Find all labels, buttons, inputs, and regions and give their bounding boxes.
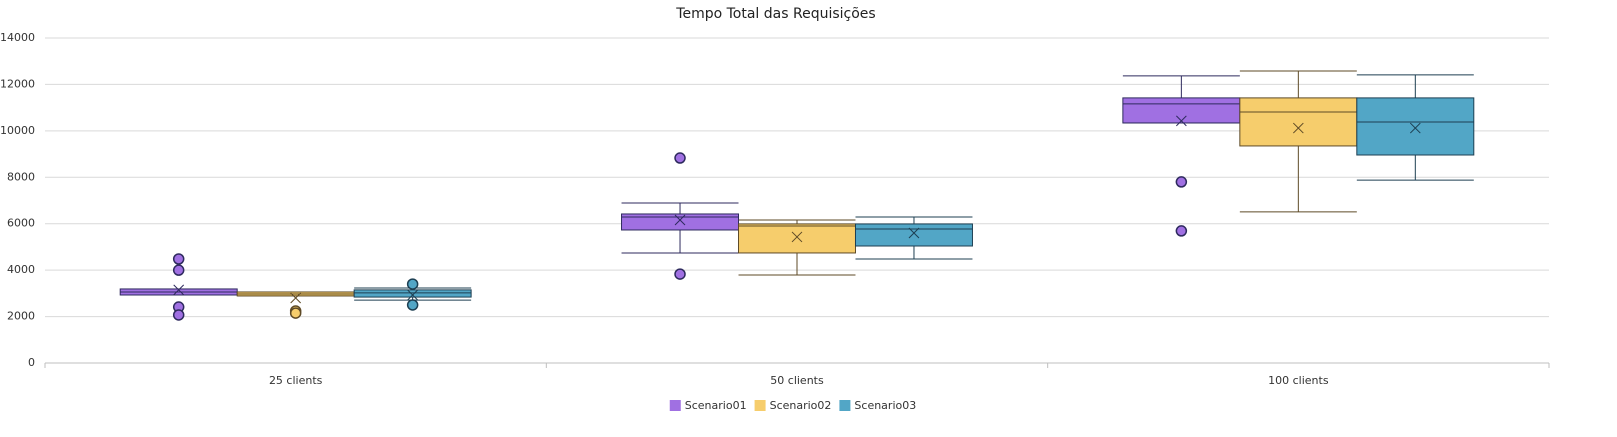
x-tick-label: 25 clients [269,374,323,387]
y-tick-label: 8000 [7,170,35,183]
x-tick-label: 50 clients [770,374,824,387]
outlier [674,152,686,164]
legend-swatch [839,400,851,411]
outlier [406,299,419,311]
y-tick-label: 6000 [7,217,35,230]
chart-title: Tempo Total das Requisições [675,6,875,22]
y-tick-label: 0 [28,356,35,369]
box [1356,97,1475,156]
box [1239,97,1358,147]
legend-swatch [754,400,766,411]
legend-label: Scenario02 [770,399,832,412]
outlier [172,264,185,276]
box [1122,97,1241,124]
legend-label: Scenario03 [854,399,916,412]
box-group [621,152,740,280]
box [854,223,973,247]
box-group [738,219,856,276]
mean-marker [1176,115,1187,127]
box [353,289,472,298]
legend: Scenario01 Scenario02 Scenario03 [669,399,916,412]
y-tick-label: 10000 [0,124,35,137]
outlier [172,309,185,321]
box-group [119,253,238,321]
legend-label: Scenario01 [685,399,747,412]
x-tick-label: 100 clients [1268,374,1329,387]
outlier [1175,176,1188,188]
y-tick-label: 12000 [0,77,35,90]
outlier [406,278,419,290]
box-group [1122,75,1241,237]
mean-marker [791,231,803,243]
mean-marker [908,227,920,239]
box-group [236,291,355,319]
legend-swatch [669,400,681,411]
box [621,213,740,231]
outlier [1175,225,1188,237]
mean-marker [407,289,418,301]
outlier [289,307,302,319]
mean-marker [674,214,686,226]
box-group [353,278,472,311]
mean-marker [1409,122,1421,134]
outlier [172,253,185,265]
y-tick-label: 2000 [7,310,35,323]
box-group [1239,70,1358,213]
mean-marker [173,284,185,296]
box [738,223,856,254]
mean-marker [1292,122,1304,134]
mean-marker [290,292,302,304]
outlier [674,268,686,280]
y-tick-label: 4000 [7,263,35,276]
box-group [854,216,973,260]
y-tick-label: 14000 [0,31,35,44]
box-group [1356,74,1475,181]
